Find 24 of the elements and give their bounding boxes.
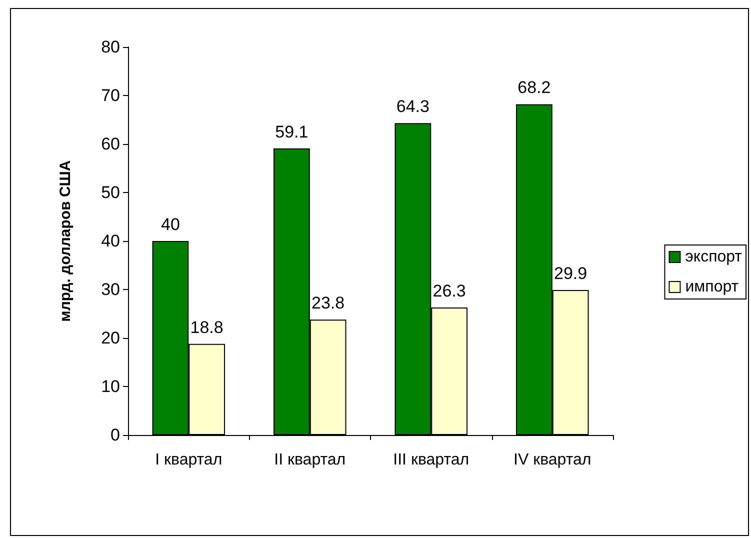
y-tick-label: 50 bbox=[101, 183, 120, 202]
x-tick-label: III квартал bbox=[393, 452, 470, 468]
data-label: 64.3 bbox=[396, 97, 430, 116]
x-tick-label: IV квартал bbox=[514, 452, 592, 468]
y-tick-label: 0 bbox=[110, 426, 120, 444]
data-label: 23.8 bbox=[312, 294, 345, 313]
data-label: 26.3 bbox=[432, 281, 466, 300]
x-tick-label: II квартал bbox=[274, 452, 346, 468]
y-tick-label: 30 bbox=[101, 280, 120, 299]
data-label: 18.8 bbox=[190, 318, 224, 337]
y-tick-label: 80 bbox=[101, 38, 120, 56]
data-label: 59.1 bbox=[275, 122, 308, 142]
x-tick-label: I квартал bbox=[155, 452, 222, 468]
y-tick-label: 20 bbox=[101, 328, 120, 348]
y-tick-label: 70 bbox=[101, 86, 120, 105]
data-label: 68.2 bbox=[518, 78, 551, 98]
y-axis-title: млрд. долларов США bbox=[57, 160, 74, 322]
y-tick-label: 60 bbox=[101, 134, 120, 154]
legend-label: импорт bbox=[685, 278, 740, 296]
y-tick-label: 10 bbox=[101, 377, 120, 396]
legend-label: экспорт bbox=[685, 248, 743, 266]
data-label: 40 bbox=[160, 215, 180, 234]
data-label: 29.9 bbox=[554, 264, 588, 283]
y-tick-label: 40 bbox=[101, 232, 120, 250]
